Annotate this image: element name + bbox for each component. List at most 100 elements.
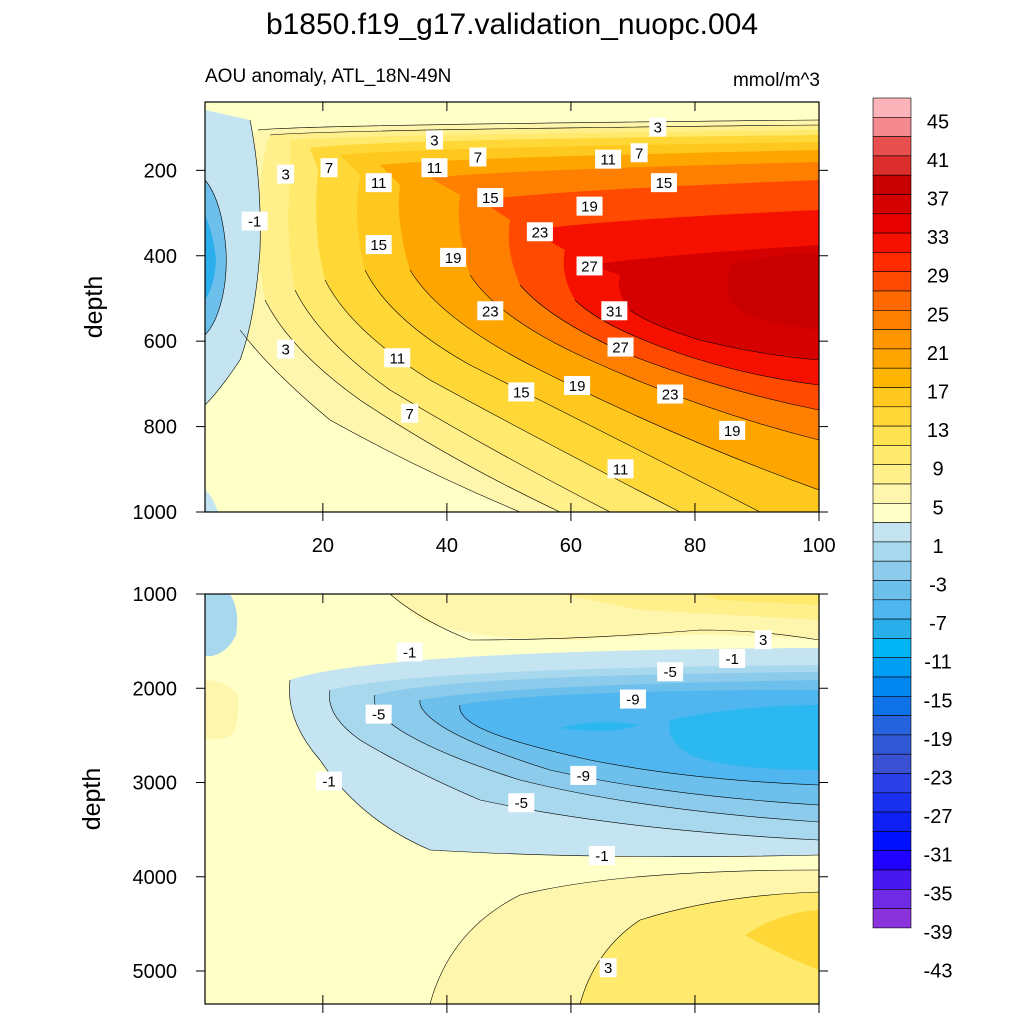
colorbar-swatch — [872, 425, 912, 446]
contour-label-bg — [564, 376, 591, 396]
contour-label-bg — [440, 247, 467, 267]
colorbar-swatch — [872, 117, 912, 137]
contour-label-bg — [396, 642, 423, 662]
contour-label-bg — [619, 689, 646, 709]
contour-label-text: 23 — [662, 387, 679, 404]
y-tick-label: 200 — [144, 160, 177, 182]
contour-label-text: -1 — [403, 644, 416, 661]
contour-label-text: 7 — [325, 160, 333, 177]
contour-label: 3 — [425, 130, 443, 150]
contour-label: 7 — [630, 143, 648, 163]
contour-label-bg — [365, 704, 392, 724]
contour-label: 15 — [508, 382, 535, 402]
colorbar-level-label: 9 — [932, 459, 943, 481]
lower-panel: 1000 2000 3000 4000 5000 3 -1 -1 -5 -9 -5 -9 -1 -5 -1… — [78, 584, 828, 1013]
contour-label-bg — [526, 222, 553, 242]
colorbar-swatch — [872, 831, 912, 852]
contour-label-bg — [401, 403, 419, 423]
contour-lines-lower — [289, 594, 819, 1004]
colorbar-swatch — [872, 695, 912, 716]
contour-label-bg — [316, 771, 343, 791]
upper-y-axis-label: depth — [80, 276, 108, 339]
contour-label-text: 11 — [371, 175, 387, 192]
y-tick-label: 4000 — [133, 867, 178, 889]
contour-label: -1 — [719, 649, 746, 669]
y-tick-label: 400 — [144, 246, 177, 268]
contour-label-text: 3 — [604, 960, 612, 977]
colorbar-level-label: -39 — [924, 922, 953, 944]
contour-label-text: 19 — [724, 423, 741, 440]
colorbar-swatch — [872, 560, 912, 581]
contour-label-bg — [570, 765, 597, 785]
colorbar-swatch — [872, 252, 912, 272]
contour-label: 15 — [365, 235, 392, 255]
contour-label: -1 — [316, 771, 343, 791]
contour-label-text: 3 — [281, 342, 289, 359]
fill-band-negative-core-2 — [669, 705, 819, 770]
contour-label-bg — [607, 459, 634, 479]
contour-label-text: -5 — [372, 707, 385, 724]
contour-line — [205, 119, 261, 406]
colorbar-swatch — [872, 657, 912, 678]
contour-label: 7 — [469, 147, 487, 167]
y-tick-label: 5000 — [133, 961, 178, 983]
contour-label: 19 — [440, 247, 467, 267]
colorbar-swatch — [872, 213, 912, 234]
contour-label: 23 — [657, 384, 684, 404]
colorbar-swatch — [872, 502, 912, 523]
contour-label-text: -9 — [626, 692, 639, 709]
contour-label-bg — [657, 384, 684, 404]
contour-label-bg — [469, 147, 487, 167]
contour-label: 11 — [421, 158, 448, 178]
lower-contour-fill — [205, 594, 819, 1004]
colorbar-level-label: -43 — [924, 961, 953, 983]
contour-label: 15 — [650, 173, 677, 193]
x-tick-label: 40 — [436, 535, 458, 557]
colorbar-level-label: 29 — [927, 266, 949, 288]
contour-label-text: -1 — [248, 214, 261, 231]
colorbar-level-label: 21 — [927, 343, 949, 365]
contour-line — [574, 299, 819, 386]
x-tick-label: 80 — [684, 535, 706, 557]
contour-label-bg — [365, 235, 392, 255]
colorbar-swatch — [872, 406, 912, 427]
lower-y-ticks: 1000 2000 3000 4000 5000 — [133, 584, 828, 983]
contour-label: -1 — [396, 642, 423, 662]
contour-label-bg — [241, 211, 268, 231]
contour-label-text: -5 — [663, 664, 676, 681]
contour-label-text: 23 — [532, 224, 549, 241]
contour-label-bg — [477, 188, 504, 208]
contour-label-text: 3 — [281, 167, 289, 184]
fill-band-deep-yellow-bottom-core — [745, 910, 819, 970]
colorbar-level-label: 37 — [927, 189, 949, 211]
upper-contour-fill — [205, 102, 819, 512]
colorbar-swatch — [872, 367, 912, 388]
contour-label: -1 — [241, 211, 268, 231]
contour-label-text: 15 — [482, 190, 499, 207]
colorbar-level-label: 1 — [932, 536, 943, 558]
contour-label-text: 11 — [427, 160, 443, 177]
contour-line — [239, 329, 521, 512]
contour-line — [409, 269, 819, 491]
contour-label-text: 7 — [405, 406, 413, 423]
contour-label-text: -9 — [577, 768, 590, 785]
contour-label: -5 — [508, 793, 535, 813]
colorbar-level-label: 25 — [927, 304, 949, 326]
contour-label-bg — [719, 420, 746, 440]
fill-band-negative — [205, 110, 261, 405]
contour-label-text: 27 — [612, 340, 629, 357]
colorbar-swatch — [872, 869, 912, 890]
colorbar-swatch — [872, 638, 912, 659]
contour-line — [419, 699, 819, 806]
colorbar-swatch — [872, 715, 912, 736]
contour-label: 11 — [607, 459, 634, 479]
contour-label-text: 23 — [482, 303, 499, 320]
contour-label: -5 — [365, 704, 392, 724]
contour-label-text: 11 — [600, 152, 616, 169]
contour-label: 15 — [477, 188, 504, 208]
upper-plot-frame — [204, 101, 820, 513]
contour-label: 31 — [601, 301, 628, 321]
contour-label: 19 — [719, 420, 746, 440]
contour-label-bg — [425, 130, 443, 150]
contour-label-bg — [599, 958, 617, 978]
